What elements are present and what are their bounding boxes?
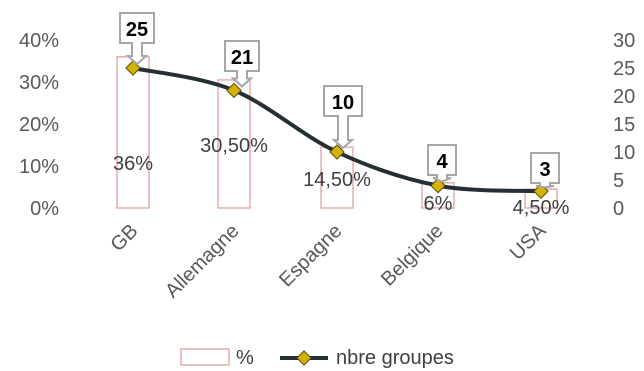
callout-label: 21: [231, 47, 253, 69]
right-tick-label: 30: [613, 30, 635, 52]
right-tick-label: 20: [613, 86, 635, 108]
legend-line-marker: [296, 350, 312, 366]
right-tick-label: 25: [613, 58, 635, 80]
callout-box: [224, 40, 260, 88]
right-tick-label: 15: [613, 114, 635, 136]
legend-line-label: nbre groupes: [336, 347, 454, 369]
callout-label: 4: [436, 151, 448, 173]
callout-box: [427, 144, 457, 183]
left-tick-label: 0%: [30, 198, 59, 220]
callout-box: [530, 152, 560, 189]
category-label: Allemagne: [161, 220, 243, 302]
category-label: Belgique: [377, 220, 448, 291]
left-tick-label: 30%: [19, 72, 59, 94]
category-label: Espagne: [275, 220, 346, 291]
left-tick-label: 20%: [19, 114, 59, 136]
right-axis: 0 5 10 15 20 25 30: [613, 30, 635, 220]
bar: [116, 56, 150, 209]
category-label: USA: [506, 220, 551, 265]
callout-label: 10: [332, 92, 354, 114]
bar-data-label: 36%: [113, 153, 153, 175]
left-axis: 0% 10% 20% 30% 40%: [19, 30, 59, 220]
legend-bar-label: %: [236, 347, 254, 369]
callout-label: 3: [539, 159, 550, 181]
bar-data-label: 6%: [424, 193, 453, 215]
legend: % nbre groupes: [180, 347, 454, 369]
line-callouts: 25 21 10 4 3: [119, 12, 560, 189]
line-marker: [226, 82, 242, 99]
left-tick-label: 10%: [19, 156, 59, 178]
right-tick-label: 10: [613, 142, 635, 164]
bar-data-label: 30,50%: [200, 135, 268, 157]
callout-label: 25: [126, 19, 148, 41]
bar: [217, 79, 251, 209]
right-tick-label: 0: [613, 198, 624, 220]
line-marker: [329, 144, 345, 160]
left-tick-label: 40%: [19, 30, 59, 52]
category-label: GB: [107, 220, 143, 256]
category-axis: GB Allemagne Espagne Belgique USA: [107, 220, 551, 303]
callout-box: [323, 85, 363, 150]
legend-bar-swatch: [180, 348, 230, 366]
right-tick-label: 5: [613, 170, 624, 192]
callout-box: [119, 12, 155, 66]
bar-data-label: 4,50%: [513, 197, 570, 219]
bar-data-label: 14,50%: [303, 169, 371, 191]
bar-data-labels: 36% 30,50% 14,50% 6% 4,50%: [113, 135, 570, 219]
